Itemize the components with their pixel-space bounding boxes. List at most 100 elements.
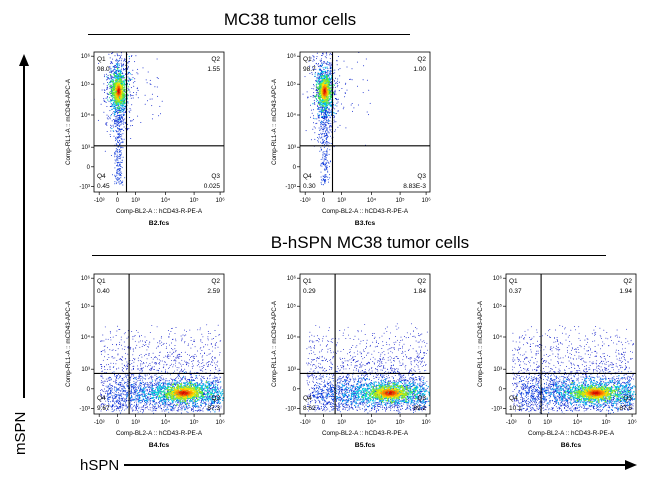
x-tick-label: 0 [322, 198, 326, 204]
x-tick-label: 10⁵ [396, 197, 406, 204]
quadrant-q4-value: 0.30 [303, 183, 316, 190]
event-dots [100, 324, 224, 414]
y-axis-title: Comp-RL1-A :: mCD43-APC-A [477, 300, 484, 387]
x-tick-label: 10⁵ [190, 419, 200, 426]
plot-frame [299, 273, 431, 415]
y-axis-title: Comp-RL1-A :: mCD43-APC-A [271, 300, 278, 387]
y-tick-label: 10³ [287, 367, 296, 373]
y-tick-label: 10⁶ [81, 275, 91, 282]
y-tick-label: -10³ [285, 184, 296, 190]
x-tick-label: -10³ [300, 420, 311, 426]
group-title-mc38: MC38 tumor cells [223, 10, 357, 29]
y-tick-label: 10⁴ [81, 112, 91, 119]
group-title-bhspn: B-hSPN MC38 tumor cells [270, 233, 470, 252]
y-axis-title: Comp-RL1-A :: mCD43-APC-A [271, 78, 278, 165]
quadrant-q3-label: Q3 [623, 395, 632, 402]
outer-y-label: mSPN [12, 411, 29, 455]
sample-name: B6.fcs [561, 442, 582, 449]
y-tick-label: 10⁴ [287, 334, 297, 341]
quadrant-q3-value: 87.3 [207, 405, 220, 412]
quadrant-q4-value: 8.62 [303, 405, 316, 412]
x-tick-label: 0 [322, 420, 326, 426]
quadrant-q4-value: 9.67 [97, 405, 110, 412]
x-tick-label: 10⁶ [216, 419, 226, 426]
group-underline-mc38 [88, 34, 410, 35]
y-tick-label: 10⁴ [493, 334, 503, 341]
quadrant-q1-label: Q1 [97, 56, 106, 63]
quadrant-q4-label: Q4 [303, 395, 312, 402]
x-tick-label: 10⁴ [573, 419, 583, 426]
quadrant-q2-value: 1.84 [413, 288, 426, 295]
plot-frame [505, 273, 637, 415]
y-tick-label: 0 [293, 165, 297, 171]
flow-plot-b2: -10³ 0 10³ 10⁴ 10⁵ 10⁶ -10³ 0 10³ 10⁴ 10⁵ 10⁶ Comp-B… [65, 51, 226, 227]
quadrant-q3-label: Q3 [211, 173, 220, 180]
y-tick-label: 10⁵ [493, 303, 503, 310]
quadrant-q3-label: Q3 [211, 395, 220, 402]
x-tick-label: 10⁶ [422, 419, 432, 426]
quadrant-q3-value: 89.2 [413, 405, 426, 412]
outer-x-arrowhead [625, 460, 637, 470]
group-underline-bhspn [92, 255, 606, 256]
x-tick-label: 10⁶ [628, 419, 638, 426]
flow-plot-b4: -10³ 0 10³ 10⁴ 10⁵ 10⁶ -10³ 0 10³ 10⁴ 10⁵ 10⁶ Comp-B… [65, 273, 226, 449]
outer-y-arrowhead [19, 54, 29, 66]
flow-plot-b3: -10³ 0 10³ 10⁴ 10⁵ 10⁶ -10³ 0 10³ 10⁴ 10⁵ 10⁶ Comp-B… [271, 51, 432, 227]
y-tick-label: -10³ [491, 406, 502, 412]
y-tick-label: 10⁶ [493, 275, 503, 282]
quadrant-q1-value: 98.7 [303, 66, 316, 73]
plot-frame [93, 51, 225, 193]
y-tick-label: 10⁴ [81, 334, 91, 341]
quadrant-q2-label: Q2 [211, 278, 220, 285]
y-axis-title: Comp-RL1-A :: mCD43-APC-A [65, 78, 72, 165]
outer-x-label: hSPN [80, 457, 120, 474]
quadrant-q4-label: Q4 [97, 173, 106, 180]
y-tick-label: -10³ [285, 406, 296, 412]
quadrant-q1-value: 0.37 [509, 288, 522, 295]
event-dots [512, 325, 636, 414]
y-tick-label: 10³ [287, 145, 296, 151]
event-dots [94, 52, 163, 186]
event-dots [302, 52, 371, 186]
quadrant-q4-value: 10.1 [509, 405, 522, 412]
x-tick-label: 10⁵ [602, 419, 612, 426]
x-tick-label: -10³ [94, 198, 105, 204]
quadrant-q1-label: Q1 [97, 278, 106, 285]
sample-name: B4.fcs [149, 442, 170, 449]
quadrant-q4-label: Q4 [509, 395, 518, 402]
x-axis-title: Comp-BL2-A :: hCD43-R-PE-A [116, 430, 203, 437]
x-tick-label: 10⁴ [367, 197, 377, 204]
flow-plot-b6: -10³ 0 10³ 10⁴ 10⁵ 10⁶ -10³ 0 10³ 10⁴ 10⁵ 10⁶ Comp-B… [477, 273, 638, 449]
x-tick-label: 0 [116, 420, 120, 426]
y-tick-label: 10³ [81, 367, 90, 373]
sample-name: B3.fcs [355, 220, 376, 227]
quadrant-q1-value: 0.29 [303, 288, 316, 295]
plot-frame [93, 273, 225, 415]
sample-name: B5.fcs [355, 442, 376, 449]
x-tick-label: 10⁶ [422, 197, 432, 204]
x-tick-label: 0 [116, 198, 120, 204]
x-axis-title: Comp-BL2-A :: hCD43-R-PE-A [322, 208, 409, 215]
x-tick-label: 10⁵ [396, 419, 406, 426]
y-tick-label: 0 [293, 387, 297, 393]
sample-name: B2.fcs [149, 220, 170, 227]
x-tick-label: 10³ [131, 198, 140, 204]
quadrant-q1-label: Q1 [303, 278, 312, 285]
quadrant-q3-value: 8.83E-3 [403, 183, 426, 190]
quadrant-q2-label: Q2 [417, 56, 426, 63]
x-tick-label: 10³ [543, 420, 552, 426]
quadrant-q1-label: Q1 [303, 56, 312, 63]
y-tick-label: 10³ [493, 367, 502, 373]
quadrant-q1-value: 0.40 [97, 288, 110, 295]
event-dots [306, 323, 430, 414]
y-tick-label: 10⁶ [81, 53, 91, 60]
x-tick-label: -10³ [506, 420, 517, 426]
y-tick-label: 10⁵ [287, 81, 297, 88]
flow-plot-b5: -10³ 0 10³ 10⁴ 10⁵ 10⁶ -10³ 0 10³ 10⁴ 10⁵ 10⁶ Comp-B… [271, 273, 432, 449]
y-tick-label: 0 [87, 165, 91, 171]
quadrant-q4-label: Q4 [303, 173, 312, 180]
x-axis-title: Comp-BL2-A :: hCD43-R-PE-A [322, 430, 409, 437]
quadrant-q2-value: 1.94 [619, 288, 632, 295]
x-tick-label: 10⁶ [216, 197, 226, 204]
y-axis-title: Comp-RL1-A :: mCD43-APC-A [65, 300, 72, 387]
